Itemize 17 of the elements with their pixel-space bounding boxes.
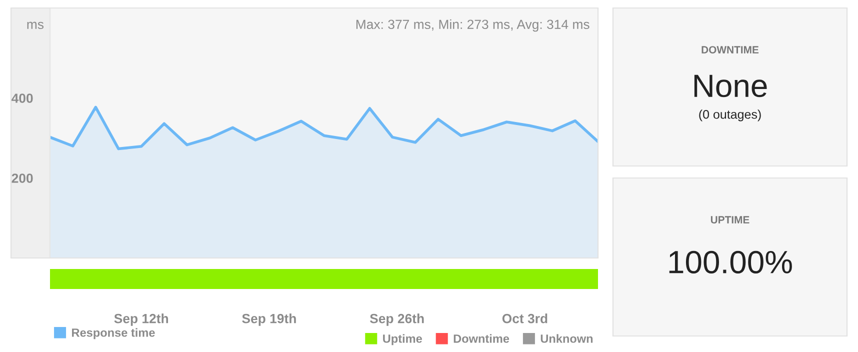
x-tick-label: Sep 26th — [370, 314, 424, 326]
y-tick-label: 200 — [12, 174, 33, 183]
legend-label: Downtime — [454, 334, 510, 343]
legend-label: Uptime — [383, 334, 422, 346]
legend-label: Unknown — [540, 334, 593, 343]
text: 100.00% — [669, 250, 792, 274]
legend-label: Response time — [72, 328, 155, 340]
y-tick-label: 400 — [12, 94, 33, 103]
x-tick-label: Sep 19th — [242, 314, 296, 326]
x-tick-label: Sep 12th — [114, 314, 168, 326]
annotation: Max: 377 ms, Min: 273 ms, Avg: 314 ms — [356, 19, 590, 32]
text: UPTIME — [710, 216, 750, 224]
text: None — [694, 74, 767, 98]
text: (0 outages) — [699, 110, 761, 122]
y-axis-title: ms — [27, 22, 44, 30]
text: DOWNTIME — [702, 46, 759, 54]
x-tick-label: Oct 3rd — [502, 314, 548, 324]
